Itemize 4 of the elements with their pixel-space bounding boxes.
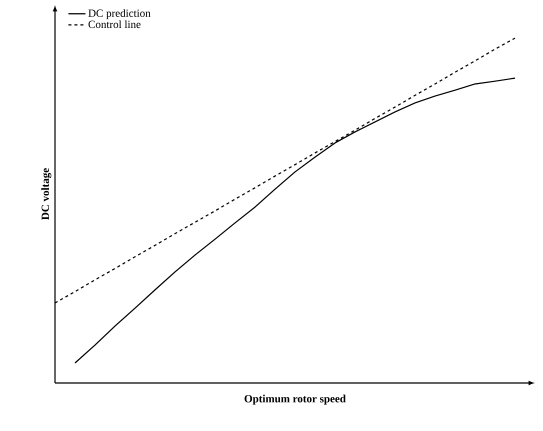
x-axis-title: Optimum rotor speed bbox=[244, 394, 346, 405]
y-axis-title: DC voltage bbox=[41, 168, 52, 220]
legend-label: DC prediction bbox=[88, 9, 151, 20]
legend-label: Control line bbox=[88, 20, 141, 28]
